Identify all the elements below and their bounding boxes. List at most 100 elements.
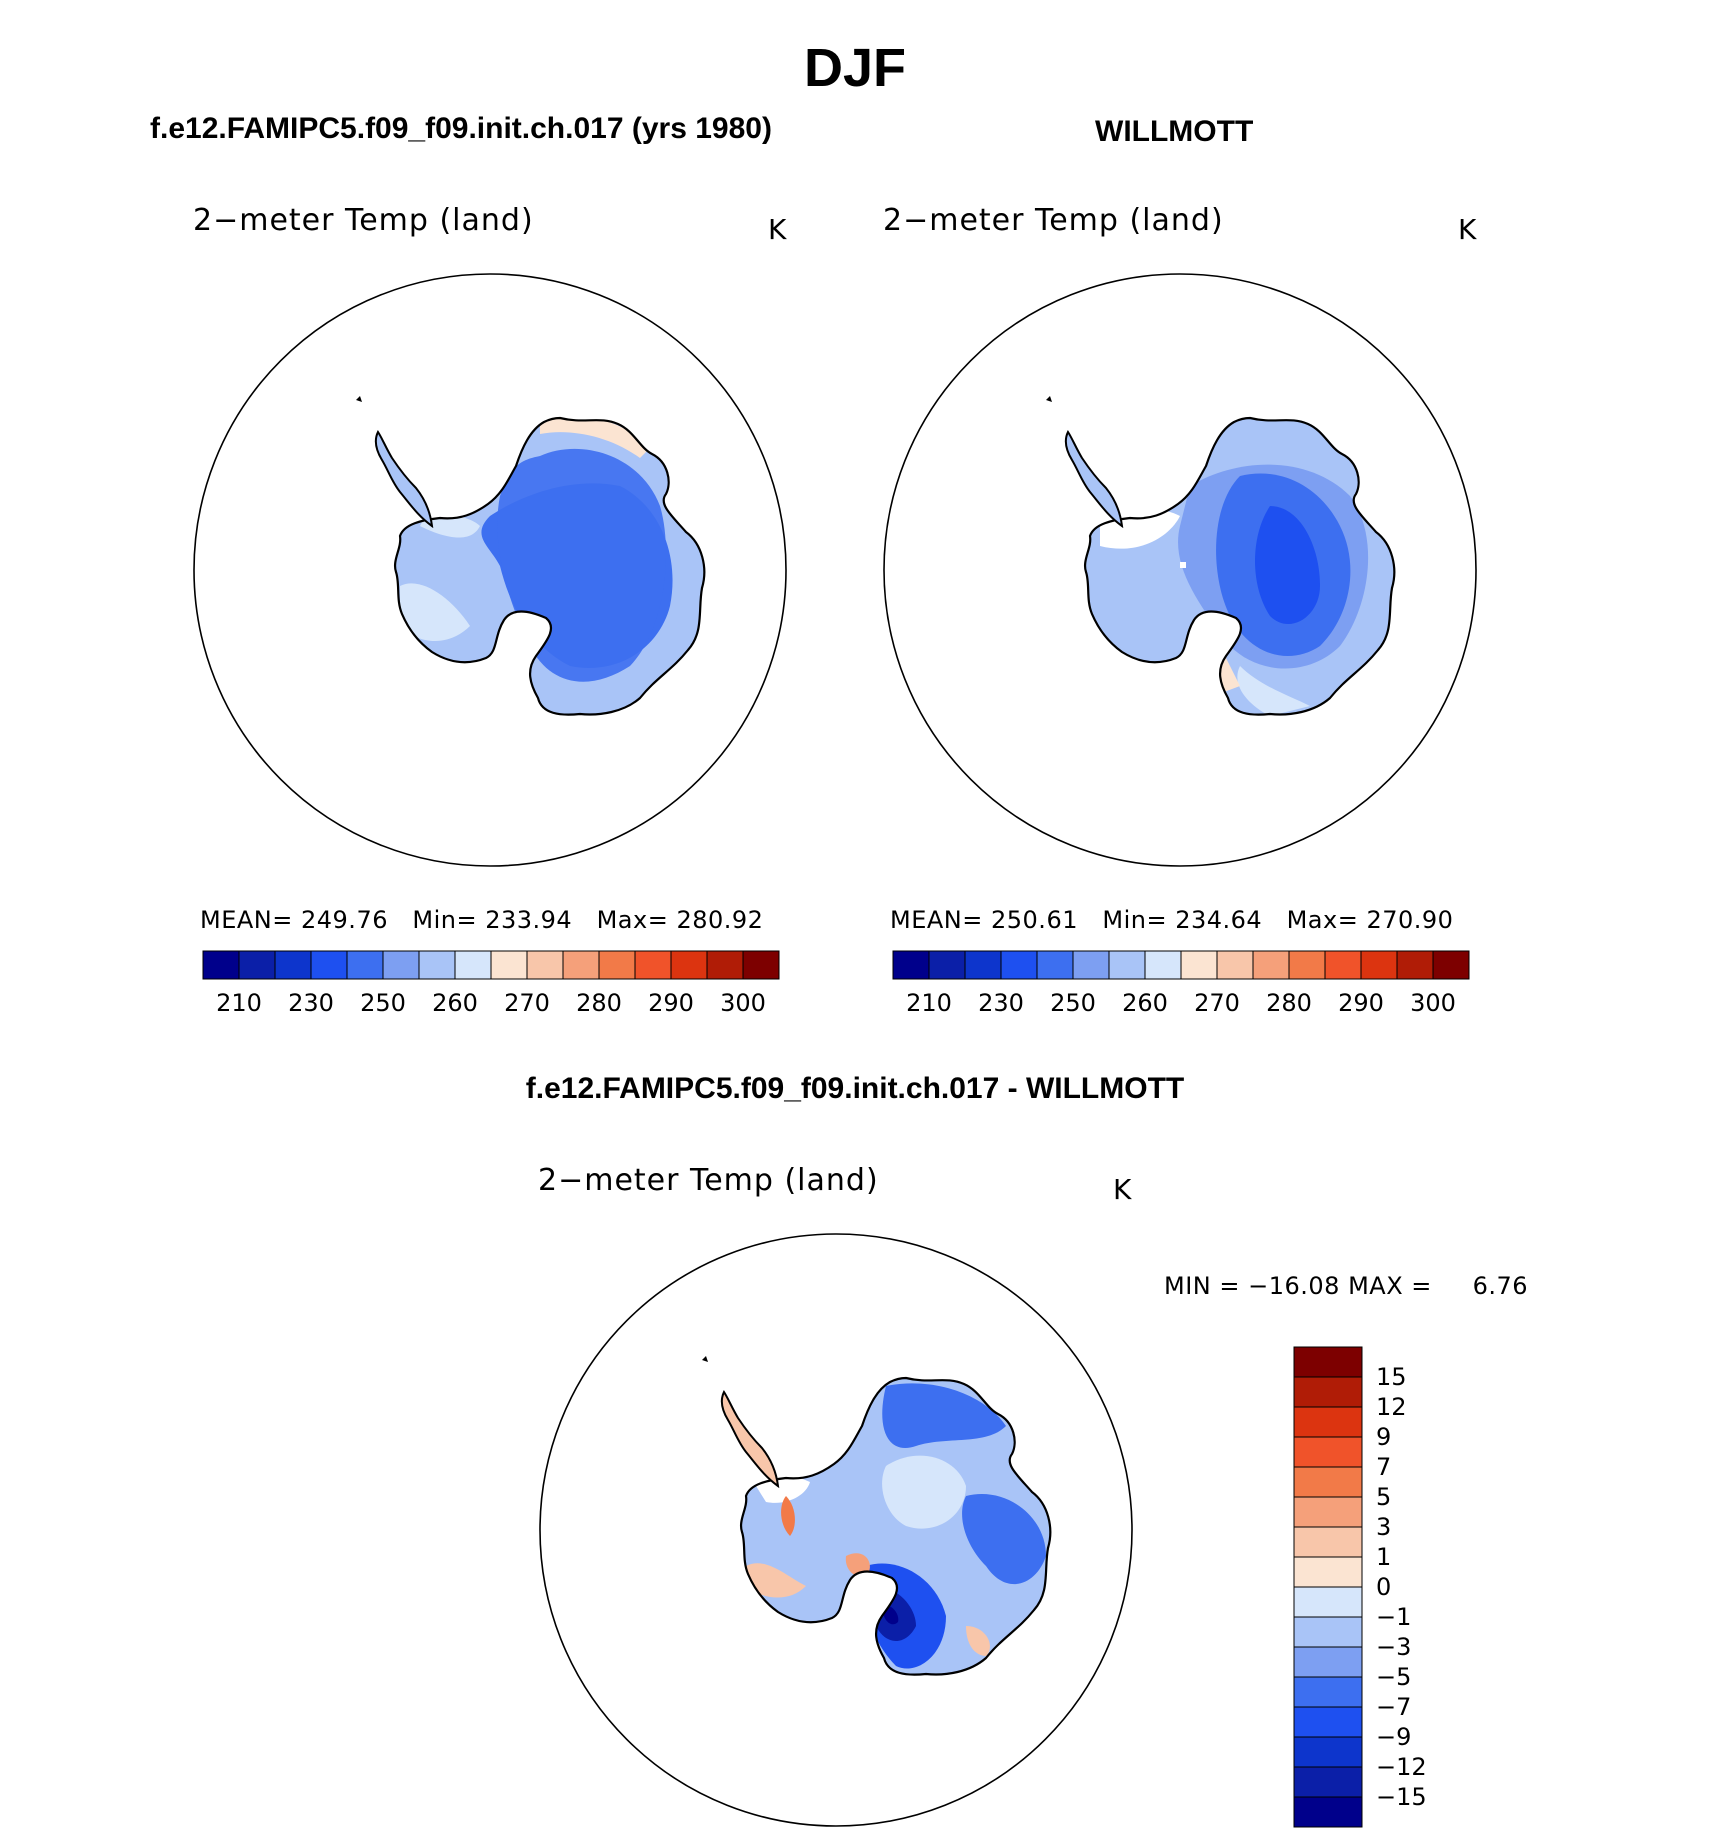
obs-colorbar-tick-label: 300 bbox=[1410, 989, 1456, 1017]
obs-colorbar-box bbox=[1144, 950, 1182, 980]
obs-colorbar-box bbox=[1396, 950, 1434, 980]
obs-colorbar-tick-label: 250 bbox=[1050, 989, 1096, 1017]
model-min-value: 233.94 bbox=[485, 906, 573, 934]
diff-colorbar-tick-label: 15 bbox=[1376, 1363, 1407, 1391]
obs-stats: MEAN= 250.61 Min= 234.64 Max= 270.90 bbox=[890, 906, 1453, 934]
model-colorbar-box bbox=[418, 950, 456, 980]
model-colorbar-box bbox=[382, 950, 420, 980]
obs-panel-header: WILLMOTT bbox=[1095, 115, 1254, 148]
diff-colorbar-tick-label: −3 bbox=[1376, 1633, 1411, 1661]
obs-mean-label: MEAN= bbox=[890, 906, 983, 934]
diff-units-label: K bbox=[1113, 1173, 1132, 1206]
diff-colorbar-tick-label: −7 bbox=[1376, 1693, 1411, 1721]
model-colorbar-box bbox=[670, 950, 708, 980]
obs-colorbar-box bbox=[1252, 950, 1290, 980]
obs-max-label: Max= bbox=[1286, 906, 1359, 934]
diff-colorbar-tick-label: −9 bbox=[1376, 1723, 1411, 1751]
obs-colorbar-box bbox=[1360, 950, 1398, 980]
diff-colorbar-box bbox=[1293, 1466, 1363, 1498]
model-colorbar-tick-label: 260 bbox=[432, 989, 478, 1017]
model-colorbar-tick-label: 270 bbox=[504, 989, 550, 1017]
diff-colorbar-box bbox=[1293, 1406, 1363, 1438]
model-island bbox=[356, 396, 362, 402]
model-max-value: 280.92 bbox=[676, 906, 764, 934]
obs-colorbar-box bbox=[1036, 950, 1074, 980]
obs-max-value: 270.90 bbox=[1366, 906, 1454, 934]
model-colorbar-tick-label: 290 bbox=[648, 989, 694, 1017]
diff-island bbox=[702, 1356, 708, 1362]
model-colorbar-box bbox=[562, 950, 600, 980]
model-colorbar-box bbox=[634, 950, 672, 980]
obs-island bbox=[1046, 396, 1052, 402]
obs-missing-cell bbox=[1180, 562, 1186, 568]
model-colorbar-box bbox=[490, 950, 528, 980]
diff-colorbar-tick-label: −5 bbox=[1376, 1663, 1411, 1691]
obs-colorbar-tick-label: 280 bbox=[1266, 989, 1312, 1017]
model-colorbar-box bbox=[598, 950, 636, 980]
model-colorbar-box bbox=[454, 950, 492, 980]
obs-colorbar-box bbox=[1072, 950, 1110, 980]
diff-colorbar-box bbox=[1293, 1706, 1363, 1738]
diff-colorbar-box bbox=[1293, 1736, 1363, 1768]
obs-colorbar-tick-label: 260 bbox=[1122, 989, 1168, 1017]
diff-colorbar-tick-label: 0 bbox=[1376, 1573, 1391, 1601]
diff-colorbar-tick-label: 3 bbox=[1376, 1513, 1391, 1541]
diff-stats: MIN = −16.08 MAX = 6.76 bbox=[1164, 1272, 1528, 1300]
diff-colorbar-tick-label: 12 bbox=[1376, 1393, 1407, 1421]
diff-colorbar-tick-label: 7 bbox=[1376, 1453, 1391, 1481]
obs-colorbar-box bbox=[1216, 950, 1254, 980]
diff-colorbar-tick-label: −1 bbox=[1376, 1603, 1411, 1631]
diff-colorbar-box bbox=[1293, 1556, 1363, 1588]
diff-colorbar-box bbox=[1293, 1646, 1363, 1678]
diff-colorbar-tick-label: −12 bbox=[1376, 1753, 1427, 1781]
model-min-label: Min= bbox=[412, 906, 478, 934]
obs-colorbar-tick-label: 230 bbox=[978, 989, 1024, 1017]
diff-colorbar-tick-label: −15 bbox=[1376, 1783, 1427, 1811]
model-variable-title: 2−meter Temp (land) bbox=[193, 203, 534, 238]
model-colorbar-tick-label: 230 bbox=[288, 989, 334, 1017]
diff-variable-title: 2−meter Temp (land) bbox=[538, 1163, 879, 1198]
model-colorbar-tick-label: 280 bbox=[576, 989, 622, 1017]
obs-colorbar-box bbox=[1108, 950, 1146, 980]
obs-min-value: 234.64 bbox=[1175, 906, 1263, 934]
diff-colorbar-box bbox=[1293, 1766, 1363, 1798]
diff-max-label: MAX = bbox=[1348, 1272, 1432, 1300]
obs-colorbar-tick-label: 290 bbox=[1338, 989, 1384, 1017]
obs-mean-value: 250.61 bbox=[991, 906, 1078, 934]
obs-colorbar-box bbox=[928, 950, 966, 980]
model-colorbar-tick-label: 300 bbox=[720, 989, 766, 1017]
page-title: DJF bbox=[803, 38, 906, 98]
obs-colorbar-box bbox=[1288, 950, 1326, 980]
model-colorbar-box bbox=[238, 950, 276, 980]
model-stats: MEAN= 249.76 Min= 233.94 Max= 280.92 bbox=[200, 906, 763, 934]
diff-colorbar-box bbox=[1293, 1346, 1363, 1378]
model-mean-value: 249.76 bbox=[301, 906, 388, 934]
model-panel-header: f.e12.FAMIPC5.f09_f09.init.ch.017 (yrs 1… bbox=[150, 112, 772, 145]
obs-colorbar-box bbox=[892, 950, 930, 980]
obs-colorbar-box bbox=[1180, 950, 1218, 980]
diff-max-value: 6.76 bbox=[1472, 1272, 1528, 1300]
obs-colorbar-tick-label: 210 bbox=[906, 989, 952, 1017]
model-mean-label: MEAN= bbox=[200, 906, 293, 934]
model-colorbar-box bbox=[310, 950, 348, 980]
obs-colorbar-box bbox=[964, 950, 1002, 980]
model-max-label: Max= bbox=[596, 906, 669, 934]
diff-panel-header: f.e12.FAMIPC5.f09_f09.init.ch.017 - WILL… bbox=[525, 1072, 1185, 1105]
obs-colorbar: 210 230 250 260 270 280 290 300 bbox=[892, 950, 1470, 1017]
obs-variable-title: 2−meter Temp (land) bbox=[883, 203, 1224, 238]
model-colorbar-box bbox=[742, 950, 780, 980]
model-colorbar-box bbox=[526, 950, 564, 980]
obs-min-label: Min= bbox=[1102, 906, 1168, 934]
diff-colorbar-tick-label: 1 bbox=[1376, 1543, 1391, 1571]
obs-colorbar-tick-label: 270 bbox=[1194, 989, 1240, 1017]
diff-colorbar-tick-label: 5 bbox=[1376, 1483, 1391, 1511]
diff-colorbar-box bbox=[1293, 1616, 1363, 1648]
diff-colorbar-box bbox=[1293, 1376, 1363, 1408]
diff-min-label: MIN = bbox=[1164, 1272, 1240, 1300]
diff-min-value: −16.08 bbox=[1248, 1272, 1340, 1300]
obs-colorbar-box bbox=[1432, 950, 1470, 980]
model-colorbar-box bbox=[274, 950, 312, 980]
